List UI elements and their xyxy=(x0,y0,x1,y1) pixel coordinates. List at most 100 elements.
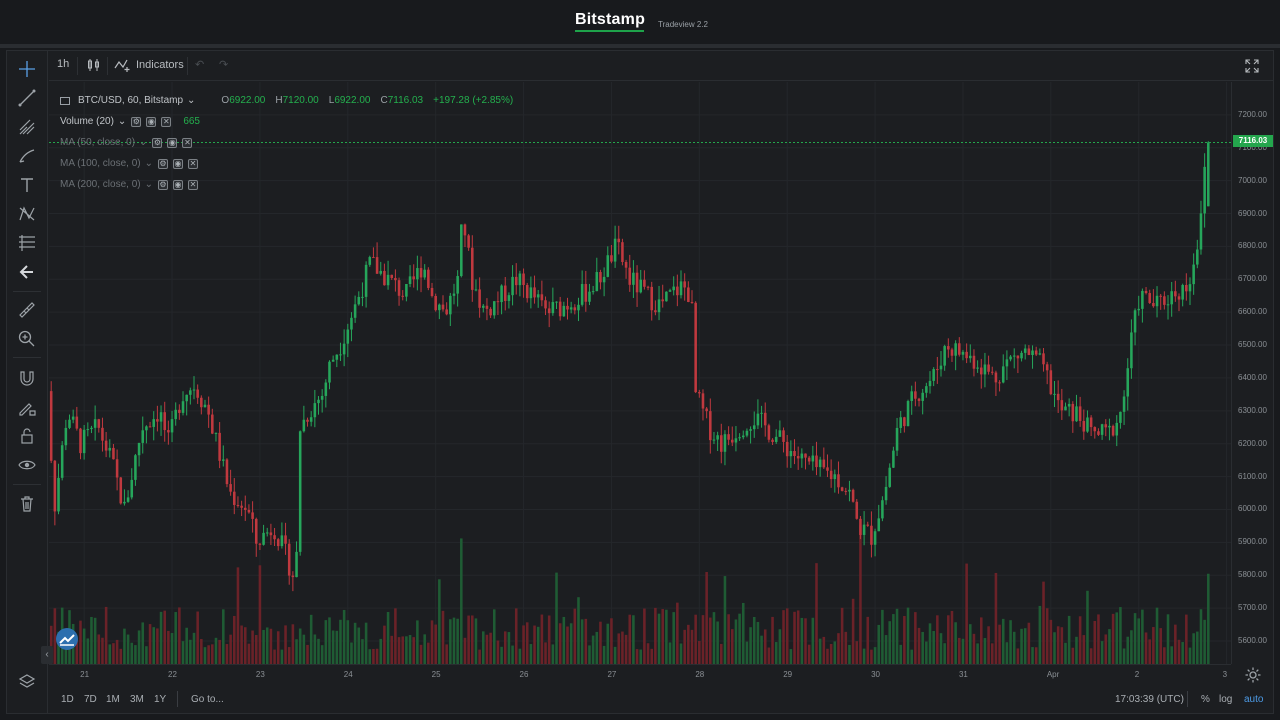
fib-icon[interactable] xyxy=(15,232,39,254)
back-arrow-icon[interactable] xyxy=(15,261,39,283)
candle-body xyxy=(525,284,529,299)
volume-bar xyxy=(57,631,60,664)
time-axis[interactable]: 21 22 23 24 25 26 27 28 29 30 31 Apr 2 3 xyxy=(49,664,1231,686)
gear-icon[interactable] xyxy=(1244,666,1262,684)
volume-bar xyxy=(965,563,968,664)
chevron-down-icon[interactable]: ⌄ xyxy=(144,158,153,169)
trash-icon[interactable] xyxy=(15,493,39,515)
redo-icon[interactable]: ↷ xyxy=(219,59,229,71)
range-1m-button[interactable]: 1M xyxy=(106,694,120,705)
ma-row[interactable]: MA (50, close, 0) ⌄ ⚙ ◉ ✕ xyxy=(60,132,513,153)
range-1y-button[interactable]: 1Y xyxy=(154,694,167,705)
candle-body xyxy=(518,273,522,286)
candle-body xyxy=(108,447,112,451)
volume-bar xyxy=(284,625,287,664)
symbol-row[interactable]: BTC/USD, 60, Bitstamp ⌄ O6922.00 H7120.0… xyxy=(60,90,513,111)
visibility-icon[interactable]: ◉ xyxy=(146,116,157,127)
candle-body xyxy=(75,416,79,429)
candle-body xyxy=(492,301,496,316)
settings-icon[interactable]: ⚙ xyxy=(157,179,168,190)
volume-bar xyxy=(734,619,738,664)
price-tick-label: 5700.00 xyxy=(1238,603,1267,613)
utc-clock[interactable]: 17:03:39 (UTC) xyxy=(1115,694,1184,705)
layers-icon[interactable] xyxy=(15,671,39,693)
close-icon[interactable]: ✕ xyxy=(187,158,198,169)
crosshair-icon[interactable] xyxy=(15,58,39,80)
range-1d-button[interactable]: 1D xyxy=(61,694,74,705)
candles-icon[interactable] xyxy=(86,57,102,73)
ma-row[interactable]: MA (200, close, 0) ⌄ ⚙ ◉ ✕ xyxy=(60,174,513,195)
lock-draw-icon[interactable] xyxy=(15,396,39,418)
volume-bar xyxy=(53,608,57,664)
chevron-down-icon[interactable]: ⌄ xyxy=(187,95,196,106)
volume-bar xyxy=(141,622,145,664)
settings-icon[interactable]: ⚙ xyxy=(157,158,168,169)
candle-body xyxy=(357,296,361,305)
settings-icon[interactable]: ⚙ xyxy=(131,116,142,127)
price-axis[interactable]: 7200.00 7100.00 7000.00 6900.00 6800.00 6700.… xyxy=(1231,82,1274,664)
chevron-down-icon[interactable]: ⌄ xyxy=(139,137,148,148)
candle-body xyxy=(1038,353,1042,355)
visibility-icon[interactable]: ◉ xyxy=(172,179,183,190)
volume-bar xyxy=(969,624,972,664)
eye-icon[interactable] xyxy=(15,454,39,476)
candle-body xyxy=(265,532,269,534)
candle-body xyxy=(698,392,701,394)
goto-button[interactable]: Go to... xyxy=(191,694,224,705)
ma-200-label[interactable]: MA (200, close, 0) xyxy=(60,179,141,190)
candle-body xyxy=(745,430,749,436)
settings-icon[interactable]: ⚙ xyxy=(152,137,163,148)
close-icon[interactable]: ✕ xyxy=(161,116,172,127)
interval-button[interactable]: 1h xyxy=(57,58,69,70)
tradingview-logo-icon[interactable] xyxy=(56,628,78,650)
lock-icon[interactable] xyxy=(15,425,39,447)
candle-body xyxy=(646,286,650,288)
ma-50-label[interactable]: MA (50, close, 0) xyxy=(60,137,136,148)
candle-body xyxy=(335,354,339,360)
log-toggle[interactable]: log xyxy=(1219,694,1233,705)
close-icon[interactable]: ✕ xyxy=(182,137,193,148)
price-chart[interactable] xyxy=(49,82,1231,664)
candle-body xyxy=(833,474,837,480)
volume-bar xyxy=(181,641,185,664)
visibility-icon[interactable]: ◉ xyxy=(167,137,178,148)
candle-body xyxy=(60,445,64,478)
collapse-panel-button[interactable]: ‹ xyxy=(41,646,53,664)
zoom-icon[interactable] xyxy=(15,328,39,350)
candle-body xyxy=(687,287,690,303)
candle-body xyxy=(1075,406,1078,422)
candle-body xyxy=(1203,166,1206,214)
text-icon[interactable] xyxy=(15,174,39,196)
volume-row[interactable]: Volume (20) ⌄ ⚙ ◉ ✕ 665 xyxy=(60,111,513,132)
candle-body xyxy=(829,470,833,480)
candle-body xyxy=(203,404,207,408)
volume-bar xyxy=(588,645,591,664)
brush-icon[interactable] xyxy=(15,145,39,167)
magnet-icon[interactable] xyxy=(15,367,39,389)
fullscreen-icon[interactable] xyxy=(1245,59,1259,73)
indicators-button[interactable]: Indicators xyxy=(114,58,184,72)
volume-bar xyxy=(101,637,104,664)
range-3m-button[interactable]: 3M xyxy=(130,694,144,705)
auto-toggle[interactable]: auto xyxy=(1244,694,1264,705)
percent-toggle[interactable]: % xyxy=(1201,694,1210,705)
visibility-icon[interactable]: ◉ xyxy=(172,158,183,169)
volume-bar xyxy=(760,635,763,664)
range-7d-button[interactable]: 7D xyxy=(84,694,97,705)
volume-bar xyxy=(196,611,199,664)
ma-100-label[interactable]: MA (100, close, 0) xyxy=(60,158,141,169)
trendline-icon[interactable] xyxy=(15,87,39,109)
close-icon[interactable]: ✕ xyxy=(187,179,198,190)
pattern-icon[interactable] xyxy=(15,203,39,225)
volume-label[interactable]: Volume (20) xyxy=(60,116,114,127)
ma-row[interactable]: MA (100, close, 0) ⌄ ⚙ ◉ ✕ xyxy=(60,153,513,174)
chevron-down-icon[interactable]: ⌄ xyxy=(117,116,127,127)
undo-icon[interactable]: ↶ xyxy=(195,59,205,71)
brand-logo[interactable]: Bitstamp xyxy=(575,11,646,28)
symbol-label[interactable]: BTC/USD, 60, Bitstamp xyxy=(78,95,184,106)
chevron-down-icon[interactable]: ⌄ xyxy=(144,179,153,190)
ruler-icon[interactable] xyxy=(15,299,39,321)
volume-bar xyxy=(174,612,177,664)
pitchfork-icon[interactable] xyxy=(15,116,39,138)
price-tick-label: 7200.00 xyxy=(1238,109,1267,119)
